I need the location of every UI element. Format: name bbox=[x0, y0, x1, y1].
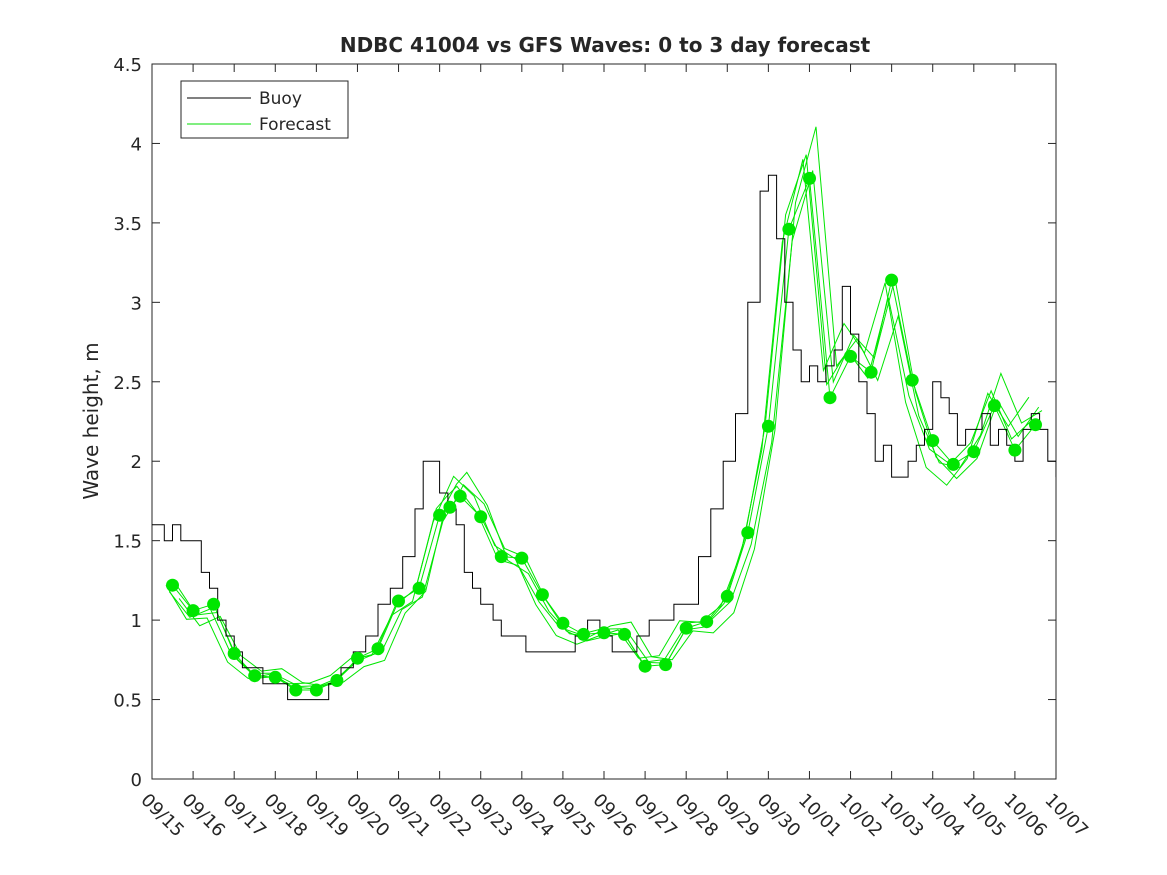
forecast-point bbox=[474, 510, 488, 524]
forecast-line bbox=[175, 170, 1040, 688]
forecast-point bbox=[926, 434, 940, 448]
forecast-point bbox=[864, 365, 878, 379]
y-tick-label: 1 bbox=[131, 611, 142, 632]
y-axis: 0 0.5 1 1.5 2 2.5 3 3.5 4 4.5 bbox=[113, 55, 1056, 791]
y-tick-label: 2 bbox=[131, 452, 142, 473]
forecast-point bbox=[987, 399, 1001, 413]
forecast-point bbox=[679, 621, 693, 635]
forecast-point bbox=[351, 651, 364, 665]
forecast-point bbox=[885, 273, 899, 287]
forecast-point bbox=[556, 616, 570, 630]
series-layer bbox=[152, 126, 1056, 701]
forecast-point bbox=[782, 222, 796, 236]
y-tick-label: 4 bbox=[131, 134, 142, 155]
y-tick-label: 1.5 bbox=[113, 532, 142, 553]
forecast-point bbox=[823, 391, 837, 405]
forecast-point bbox=[535, 588, 549, 602]
buoy-line bbox=[152, 174, 1056, 701]
forecast-point bbox=[494, 550, 508, 564]
legend-label-forecast: Forecast bbox=[259, 115, 331, 135]
forecast-point bbox=[453, 489, 467, 503]
forecast-point bbox=[515, 551, 529, 565]
forecast-point bbox=[392, 594, 405, 608]
forecast-point bbox=[761, 419, 775, 433]
forecast-point bbox=[412, 581, 426, 595]
forecast-point bbox=[946, 457, 960, 471]
forecast-point bbox=[289, 683, 303, 697]
forecast-point bbox=[433, 508, 447, 522]
y-tick-label: 2.5 bbox=[113, 373, 142, 394]
legend: Buoy Forecast bbox=[180, 80, 349, 139]
forecast-point bbox=[248, 669, 262, 683]
forecast-line bbox=[165, 159, 1030, 685]
legend-label-buoy: Buoy bbox=[259, 89, 302, 109]
forecast-point bbox=[227, 647, 241, 660]
forecast-point bbox=[967, 445, 981, 459]
forecast-point bbox=[720, 589, 734, 603]
forecast-point bbox=[309, 683, 323, 697]
forecast-point bbox=[803, 171, 816, 185]
plot-area bbox=[151, 63, 1057, 780]
plot-frame bbox=[151, 63, 1057, 780]
y-tick-label: 3 bbox=[131, 293, 142, 314]
forecast-point bbox=[207, 597, 221, 611]
y-tick-label: 3.5 bbox=[113, 214, 142, 235]
forecast-point bbox=[638, 659, 652, 673]
forecast-point bbox=[371, 642, 385, 656]
forecast-point bbox=[741, 526, 755, 540]
forecast-point bbox=[905, 373, 919, 387]
forecast-point bbox=[268, 670, 282, 684]
forecast-point bbox=[659, 658, 673, 672]
y-tick-label: 0 bbox=[131, 770, 142, 791]
forecast-point bbox=[186, 604, 200, 618]
forecast-point bbox=[330, 674, 344, 687]
forecast-point bbox=[597, 626, 611, 640]
forecast-point bbox=[577, 627, 590, 641]
forecast-point bbox=[844, 349, 857, 363]
y-axis-label: Wave height, m bbox=[79, 342, 103, 499]
forecast-point bbox=[700, 615, 714, 629]
forecast-point bbox=[618, 627, 631, 641]
y-tick-label: 0.5 bbox=[113, 691, 142, 712]
y-tick-label: 4.5 bbox=[113, 55, 142, 76]
forecast-point bbox=[443, 500, 457, 514]
forecast-point bbox=[166, 578, 179, 592]
chart-title: NDBC 41004 vs GFS Waves: 0 to 3 day fore… bbox=[340, 33, 871, 57]
forecast-point bbox=[1029, 418, 1042, 432]
legend-box bbox=[180, 80, 349, 139]
forecast-point bbox=[1008, 443, 1022, 457]
